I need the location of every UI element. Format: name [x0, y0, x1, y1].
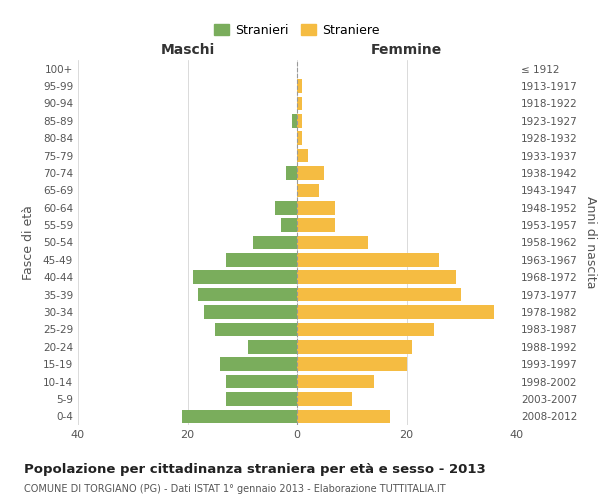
- Bar: [297, 375, 374, 388]
- Bar: [297, 288, 461, 302]
- Bar: [297, 305, 494, 319]
- Legend: Stranieri, Straniere: Stranieri, Straniere: [209, 19, 385, 42]
- Bar: [297, 358, 407, 371]
- Bar: [297, 80, 302, 93]
- Bar: [220, 358, 297, 371]
- Text: Maschi: Maschi: [160, 42, 215, 56]
- Bar: [226, 375, 297, 388]
- Bar: [199, 288, 297, 302]
- Bar: [281, 218, 297, 232]
- Bar: [297, 184, 319, 197]
- Bar: [297, 253, 439, 266]
- Text: Popolazione per cittadinanza straniera per età e sesso - 2013: Popolazione per cittadinanza straniera p…: [24, 462, 486, 475]
- Bar: [275, 201, 297, 214]
- Bar: [253, 236, 297, 250]
- Text: COMUNE DI TORGIANO (PG) - Dati ISTAT 1° gennaio 2013 - Elaborazione TUTTITALIA.I: COMUNE DI TORGIANO (PG) - Dati ISTAT 1° …: [24, 484, 446, 494]
- Bar: [193, 270, 297, 284]
- Bar: [297, 218, 335, 232]
- Bar: [297, 149, 308, 162]
- Bar: [226, 253, 297, 266]
- Bar: [297, 166, 325, 180]
- Bar: [297, 340, 412, 353]
- Bar: [215, 322, 297, 336]
- Bar: [286, 166, 297, 180]
- Y-axis label: Fasce di età: Fasce di età: [22, 205, 35, 280]
- Bar: [297, 410, 390, 423]
- Bar: [297, 236, 368, 250]
- Bar: [297, 270, 456, 284]
- Bar: [248, 340, 297, 353]
- Bar: [292, 114, 297, 128]
- Bar: [226, 392, 297, 406]
- Bar: [297, 201, 335, 214]
- Bar: [297, 114, 302, 128]
- Bar: [204, 305, 297, 319]
- Bar: [297, 392, 352, 406]
- Text: Femmine: Femmine: [371, 42, 442, 56]
- Bar: [182, 410, 297, 423]
- Bar: [297, 132, 302, 145]
- Bar: [297, 322, 434, 336]
- Y-axis label: Anni di nascita: Anni di nascita: [584, 196, 597, 289]
- Bar: [297, 96, 302, 110]
